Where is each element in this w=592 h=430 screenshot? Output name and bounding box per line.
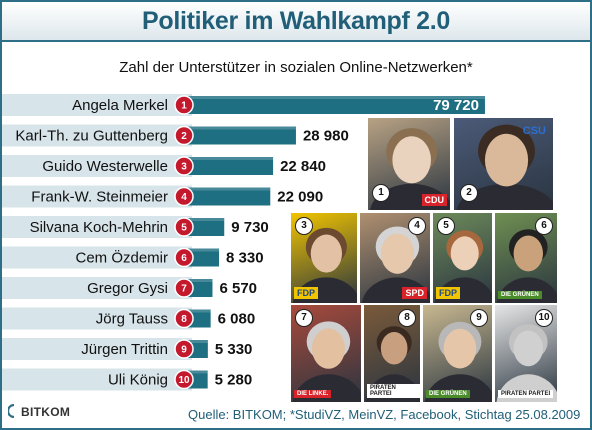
rank-number: 7 bbox=[181, 284, 187, 295]
category-label: Karl-Th. zu Guttenberg bbox=[15, 128, 168, 145]
category-label: Angela Merkel bbox=[72, 97, 168, 114]
row-band bbox=[2, 368, 192, 391]
rank-number: 1 bbox=[181, 101, 187, 112]
rank-number: 6 bbox=[181, 253, 187, 264]
category-label: Gregor Gysi bbox=[87, 280, 168, 297]
chart-subtitle: Zahl der Unterstützer in sozialen Online… bbox=[119, 59, 473, 76]
title-bar: Politiker im Wahlkampf 2.0 bbox=[2, 2, 590, 42]
rank-number: 10 bbox=[178, 375, 190, 386]
bar bbox=[188, 309, 211, 328]
bar bbox=[188, 157, 274, 175]
bar bbox=[188, 279, 213, 297]
bar-highlight bbox=[188, 126, 296, 130]
value-label: 22 090 bbox=[277, 189, 323, 206]
bitkom-logo: BITKOM bbox=[8, 401, 74, 423]
bar-row: Angela Merkel 1 79 720 bbox=[2, 94, 485, 116]
rank-badge bbox=[174, 125, 194, 146]
rank-badge bbox=[174, 186, 194, 207]
bar bbox=[188, 370, 208, 389]
bar-row: Silvana Koch-Mehrin 5 9 730 bbox=[2, 216, 269, 238]
bar bbox=[188, 187, 271, 206]
bar-row: Karl-Th. zu Guttenberg 2 28 980 bbox=[2, 124, 349, 147]
bar-highlight bbox=[188, 309, 211, 313]
bar-highlight bbox=[188, 279, 213, 282]
row-band bbox=[2, 185, 192, 208]
bar-highlight bbox=[188, 370, 208, 374]
rank-badge bbox=[174, 156, 194, 176]
category-label: Jürgen Trittin bbox=[81, 341, 168, 358]
bar-row: Uli König 10 5 280 bbox=[2, 368, 253, 391]
row-band bbox=[2, 124, 192, 147]
bar-row: Jörg Tauss 8 6 080 bbox=[2, 307, 256, 330]
rank-number: 2 bbox=[181, 131, 187, 142]
category-label: Jörg Tauss bbox=[96, 311, 168, 328]
category-label: Frank-W. Steinmeier bbox=[31, 189, 168, 206]
rank-badge bbox=[174, 339, 194, 359]
value-label: 8 330 bbox=[226, 250, 264, 267]
category-label: Cem Özdemir bbox=[75, 249, 168, 267]
bar bbox=[188, 96, 485, 114]
bar bbox=[188, 218, 225, 236]
category-label: Silvana Koch-Mehrin bbox=[30, 219, 168, 236]
value-label: 6 570 bbox=[219, 280, 257, 297]
bar-row: Gregor Gysi 7 6 570 bbox=[2, 277, 257, 299]
bar-highlight bbox=[188, 340, 208, 343]
rank-number: 9 bbox=[181, 345, 187, 356]
bitkom-logo-text: BITKOM bbox=[21, 405, 71, 419]
bar-highlight bbox=[188, 157, 274, 160]
rank-number: 3 bbox=[181, 162, 187, 173]
row-band bbox=[2, 216, 192, 238]
value-label: 5 280 bbox=[215, 372, 253, 389]
rank-badge bbox=[174, 95, 194, 115]
rank-badge bbox=[174, 247, 194, 268]
bar-highlight bbox=[188, 248, 220, 252]
rank-number: 4 bbox=[181, 192, 187, 203]
row-band bbox=[2, 277, 192, 299]
bar bbox=[188, 126, 296, 145]
bar-row: Cem Özdemir 6 8 330 bbox=[2, 246, 264, 269]
row-band bbox=[2, 94, 192, 116]
rank-badge bbox=[174, 308, 194, 329]
row-band bbox=[2, 307, 192, 330]
row-band bbox=[2, 338, 192, 360]
bar bbox=[188, 248, 220, 267]
rank-badge bbox=[174, 278, 194, 298]
bar bbox=[188, 340, 208, 358]
value-label: 79 720 bbox=[433, 97, 479, 114]
rank-number: 5 bbox=[181, 223, 187, 234]
row-band bbox=[2, 246, 192, 269]
rank-badge bbox=[174, 217, 194, 237]
rank-badge bbox=[174, 369, 194, 390]
bar-row: Frank-W. Steinmeier 4 22 090 bbox=[2, 185, 323, 208]
chart-title: Politiker im Wahlkampf 2.0 bbox=[141, 7, 451, 35]
bar-row: Jürgen Trittin 9 5 330 bbox=[2, 338, 252, 360]
value-label: 22 840 bbox=[280, 158, 326, 175]
category-label: Guido Westerwelle bbox=[42, 158, 168, 175]
value-label: 28 980 bbox=[303, 128, 349, 145]
bar-row: Guido Westerwelle 3 22 840 bbox=[2, 155, 326, 177]
value-label: 9 730 bbox=[231, 219, 269, 236]
bar-highlight bbox=[188, 187, 271, 191]
category-label: Uli König bbox=[108, 372, 168, 389]
bitkom-mark-icon bbox=[8, 404, 15, 418]
value-label: 6 080 bbox=[218, 311, 256, 328]
rank-number: 8 bbox=[181, 314, 187, 325]
bar-highlight bbox=[188, 96, 485, 99]
source-note: Quelle: BITKOM; *StudiVZ, MeinVZ, Facebo… bbox=[188, 407, 581, 422]
value-label: 5 330 bbox=[215, 341, 253, 358]
row-band bbox=[2, 155, 192, 177]
bar-highlight bbox=[188, 218, 225, 221]
